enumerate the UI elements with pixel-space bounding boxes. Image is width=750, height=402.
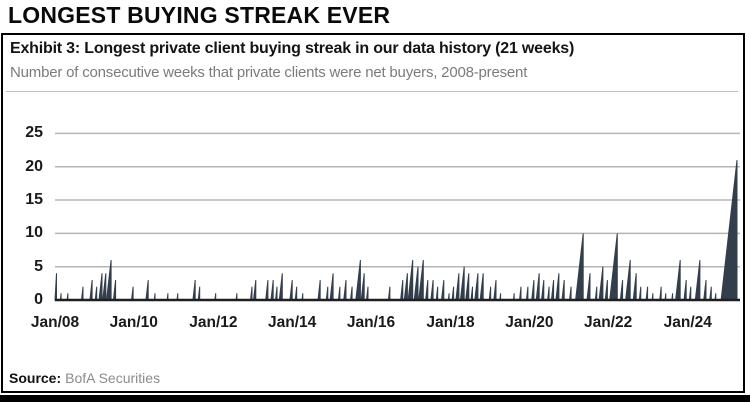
- streak-bar: [360, 273, 365, 301]
- streak-bar: [249, 286, 253, 301]
- streak-bar: [604, 279, 608, 301]
- chart-canvas: [54, 132, 740, 302]
- streak-bar: [703, 279, 707, 301]
- streak-bar: [474, 273, 479, 301]
- streak-bar: [112, 279, 117, 301]
- streak-bar: [337, 286, 341, 301]
- streak-bar: [270, 279, 274, 301]
- exhibit-title: Exhibit 3: Longest private client buying…: [10, 40, 575, 57]
- y-axis-label-20: 20: [25, 157, 43, 175]
- streak-bar: [413, 266, 419, 301]
- streak-bar: [594, 286, 598, 301]
- streak-bar: [289, 279, 293, 301]
- x-axis-label-Jan-24: Jan/24: [663, 314, 712, 331]
- y-axis-label-5: 5: [34, 257, 43, 275]
- exhibit-subtitle: Number of consecutive weeks that private…: [10, 64, 528, 81]
- streak-bar: [317, 279, 321, 301]
- streak-bar: [659, 286, 662, 301]
- y-axis-label-10: 10: [25, 224, 43, 242]
- x-axis-label-Jan-14: Jan/14: [268, 314, 317, 331]
- source-line: Source: BofA Securities: [9, 370, 160, 386]
- streak-bar: [197, 286, 201, 301]
- streak-bar: [531, 279, 535, 301]
- streak-bar: [365, 286, 369, 301]
- streak-bar: [550, 279, 555, 301]
- streak-bar: [568, 286, 572, 301]
- x-axis-label-Jan-20: Jan/20: [505, 314, 554, 331]
- streak-bar: [555, 273, 560, 301]
- streak-bar: [645, 286, 649, 301]
- streak-bar: [632, 273, 637, 301]
- streak-bar: [274, 286, 278, 301]
- streak-bar: [525, 286, 529, 301]
- streak-bar: [54, 273, 57, 301]
- streak-bar: [349, 286, 353, 301]
- streak-bar: [688, 286, 692, 301]
- streak-bar: [440, 279, 445, 301]
- streak-bar: [709, 286, 712, 301]
- streak-bar: [102, 273, 107, 301]
- x-axis-label-Jan-16: Jan/16: [346, 314, 396, 331]
- header-divider: [6, 91, 738, 92]
- streak-bar: [329, 273, 334, 301]
- streak-bar: [89, 279, 93, 301]
- streak-bar: [547, 286, 550, 301]
- streak-bar: [294, 286, 298, 301]
- streak-bar: [465, 273, 470, 301]
- streak-bar: [493, 279, 497, 301]
- streak-bar: [619, 279, 624, 301]
- streak-bar: [683, 279, 687, 301]
- streak-bar: [638, 286, 642, 301]
- x-axis-label-Jan-18: Jan/18: [426, 314, 475, 331]
- source-label: Source:: [9, 370, 62, 386]
- streak-bar: [98, 273, 103, 301]
- streak-bar: [459, 266, 465, 301]
- exhibit-box: Exhibit 3: Longest private client buying…: [1, 33, 745, 393]
- streak-bar: [435, 286, 439, 301]
- streak-bar: [430, 279, 434, 301]
- streak-bar: [470, 286, 473, 301]
- streak-bar: [598, 266, 604, 301]
- streak-bar: [540, 279, 545, 301]
- streak-bar: [455, 273, 460, 301]
- streak-bar: [387, 286, 391, 301]
- streak-bar: [343, 279, 347, 301]
- streak-bar: [535, 273, 540, 301]
- streak-bar: [720, 160, 738, 301]
- page-title: LONGEST BUYING STREAK EVER: [8, 2, 391, 28]
- streak-bar: [278, 273, 283, 301]
- bottom-bar: [0, 395, 750, 402]
- streak-bar: [400, 279, 404, 301]
- x-axis-label-Jan-08: Jan/08: [30, 314, 80, 331]
- streak-bar: [403, 273, 408, 301]
- streak-bar: [145, 279, 149, 301]
- x-axis-label-Jan-22: Jan/22: [584, 314, 633, 331]
- y-axis-label-15: 15: [25, 191, 43, 209]
- streak-bar: [479, 273, 484, 301]
- streak-bar: [192, 279, 196, 301]
- streak-bar: [94, 286, 98, 301]
- x-axis-label-Jan-12: Jan/12: [189, 314, 238, 331]
- y-axis-label-0: 0: [34, 291, 43, 308]
- x-axis-label-Jan-10: Jan/10: [109, 314, 158, 331]
- streak-bar: [325, 286, 329, 301]
- streak-bar: [252, 279, 257, 301]
- source-value: BofA Securities: [65, 370, 161, 386]
- streak-bar: [561, 279, 565, 301]
- streak-bar: [265, 279, 269, 301]
- streak-bar: [586, 273, 591, 301]
- streak-bar: [488, 286, 492, 301]
- streak-bar: [518, 286, 522, 301]
- streak-bar: [425, 279, 429, 301]
- streak-bar: [130, 286, 134, 301]
- y-axis-label-25: 25: [25, 124, 43, 142]
- streak-bar: [451, 286, 455, 301]
- streak-bar: [80, 286, 84, 301]
